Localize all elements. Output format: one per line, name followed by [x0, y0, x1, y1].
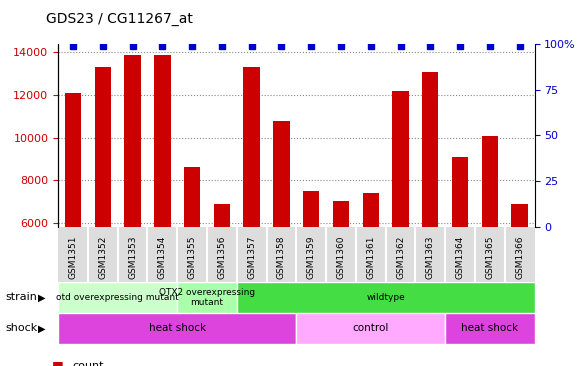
- Bar: [392, 91, 408, 227]
- Text: GSM1351: GSM1351: [69, 235, 77, 279]
- Text: GSM1358: GSM1358: [277, 235, 286, 279]
- Bar: [445, 313, 535, 344]
- Bar: [273, 120, 289, 227]
- Text: GSM1357: GSM1357: [247, 235, 256, 279]
- Bar: [482, 137, 498, 227]
- Text: heat shock: heat shock: [461, 324, 518, 333]
- Text: GSM1355: GSM1355: [188, 235, 196, 279]
- Text: GSM1359: GSM1359: [307, 235, 315, 279]
- Text: count: count: [73, 361, 104, 366]
- Bar: [296, 313, 445, 344]
- Bar: [237, 282, 535, 313]
- Text: GSM1360: GSM1360: [336, 235, 346, 279]
- Text: GSM1353: GSM1353: [128, 235, 137, 279]
- Bar: [95, 67, 111, 227]
- Bar: [177, 282, 237, 313]
- Bar: [303, 191, 320, 227]
- Text: GSM1354: GSM1354: [158, 235, 167, 279]
- Bar: [511, 203, 528, 227]
- Text: otd overexpressing mutant: otd overexpressing mutant: [56, 293, 179, 302]
- Text: GSM1361: GSM1361: [366, 235, 375, 279]
- Text: GSM1363: GSM1363: [426, 235, 435, 279]
- Bar: [363, 193, 379, 227]
- Bar: [214, 203, 230, 227]
- Text: shock: shock: [6, 324, 38, 333]
- Bar: [124, 55, 141, 227]
- Bar: [422, 72, 439, 227]
- Text: GSM1362: GSM1362: [396, 235, 405, 279]
- Bar: [154, 55, 170, 227]
- Text: ▶: ▶: [38, 324, 45, 333]
- Text: wildtype: wildtype: [366, 293, 405, 302]
- Text: GSM1352: GSM1352: [98, 235, 107, 279]
- Text: GDS23 / CG11267_at: GDS23 / CG11267_at: [46, 12, 193, 26]
- Text: GSM1365: GSM1365: [485, 235, 494, 279]
- Bar: [184, 167, 200, 227]
- Text: ■: ■: [52, 359, 64, 366]
- Bar: [452, 157, 468, 227]
- Text: strain: strain: [6, 292, 38, 302]
- Bar: [333, 201, 349, 227]
- Text: GSM1366: GSM1366: [515, 235, 524, 279]
- Text: GSM1364: GSM1364: [456, 235, 465, 279]
- Bar: [58, 282, 177, 313]
- Text: ▶: ▶: [38, 292, 45, 302]
- Text: OTX2 overexpressing
mutant: OTX2 overexpressing mutant: [159, 288, 255, 307]
- Bar: [65, 93, 81, 227]
- Text: GSM1356: GSM1356: [217, 235, 227, 279]
- Text: heat shock: heat shock: [149, 324, 206, 333]
- Bar: [243, 67, 260, 227]
- Text: control: control: [353, 324, 389, 333]
- Bar: [58, 313, 296, 344]
